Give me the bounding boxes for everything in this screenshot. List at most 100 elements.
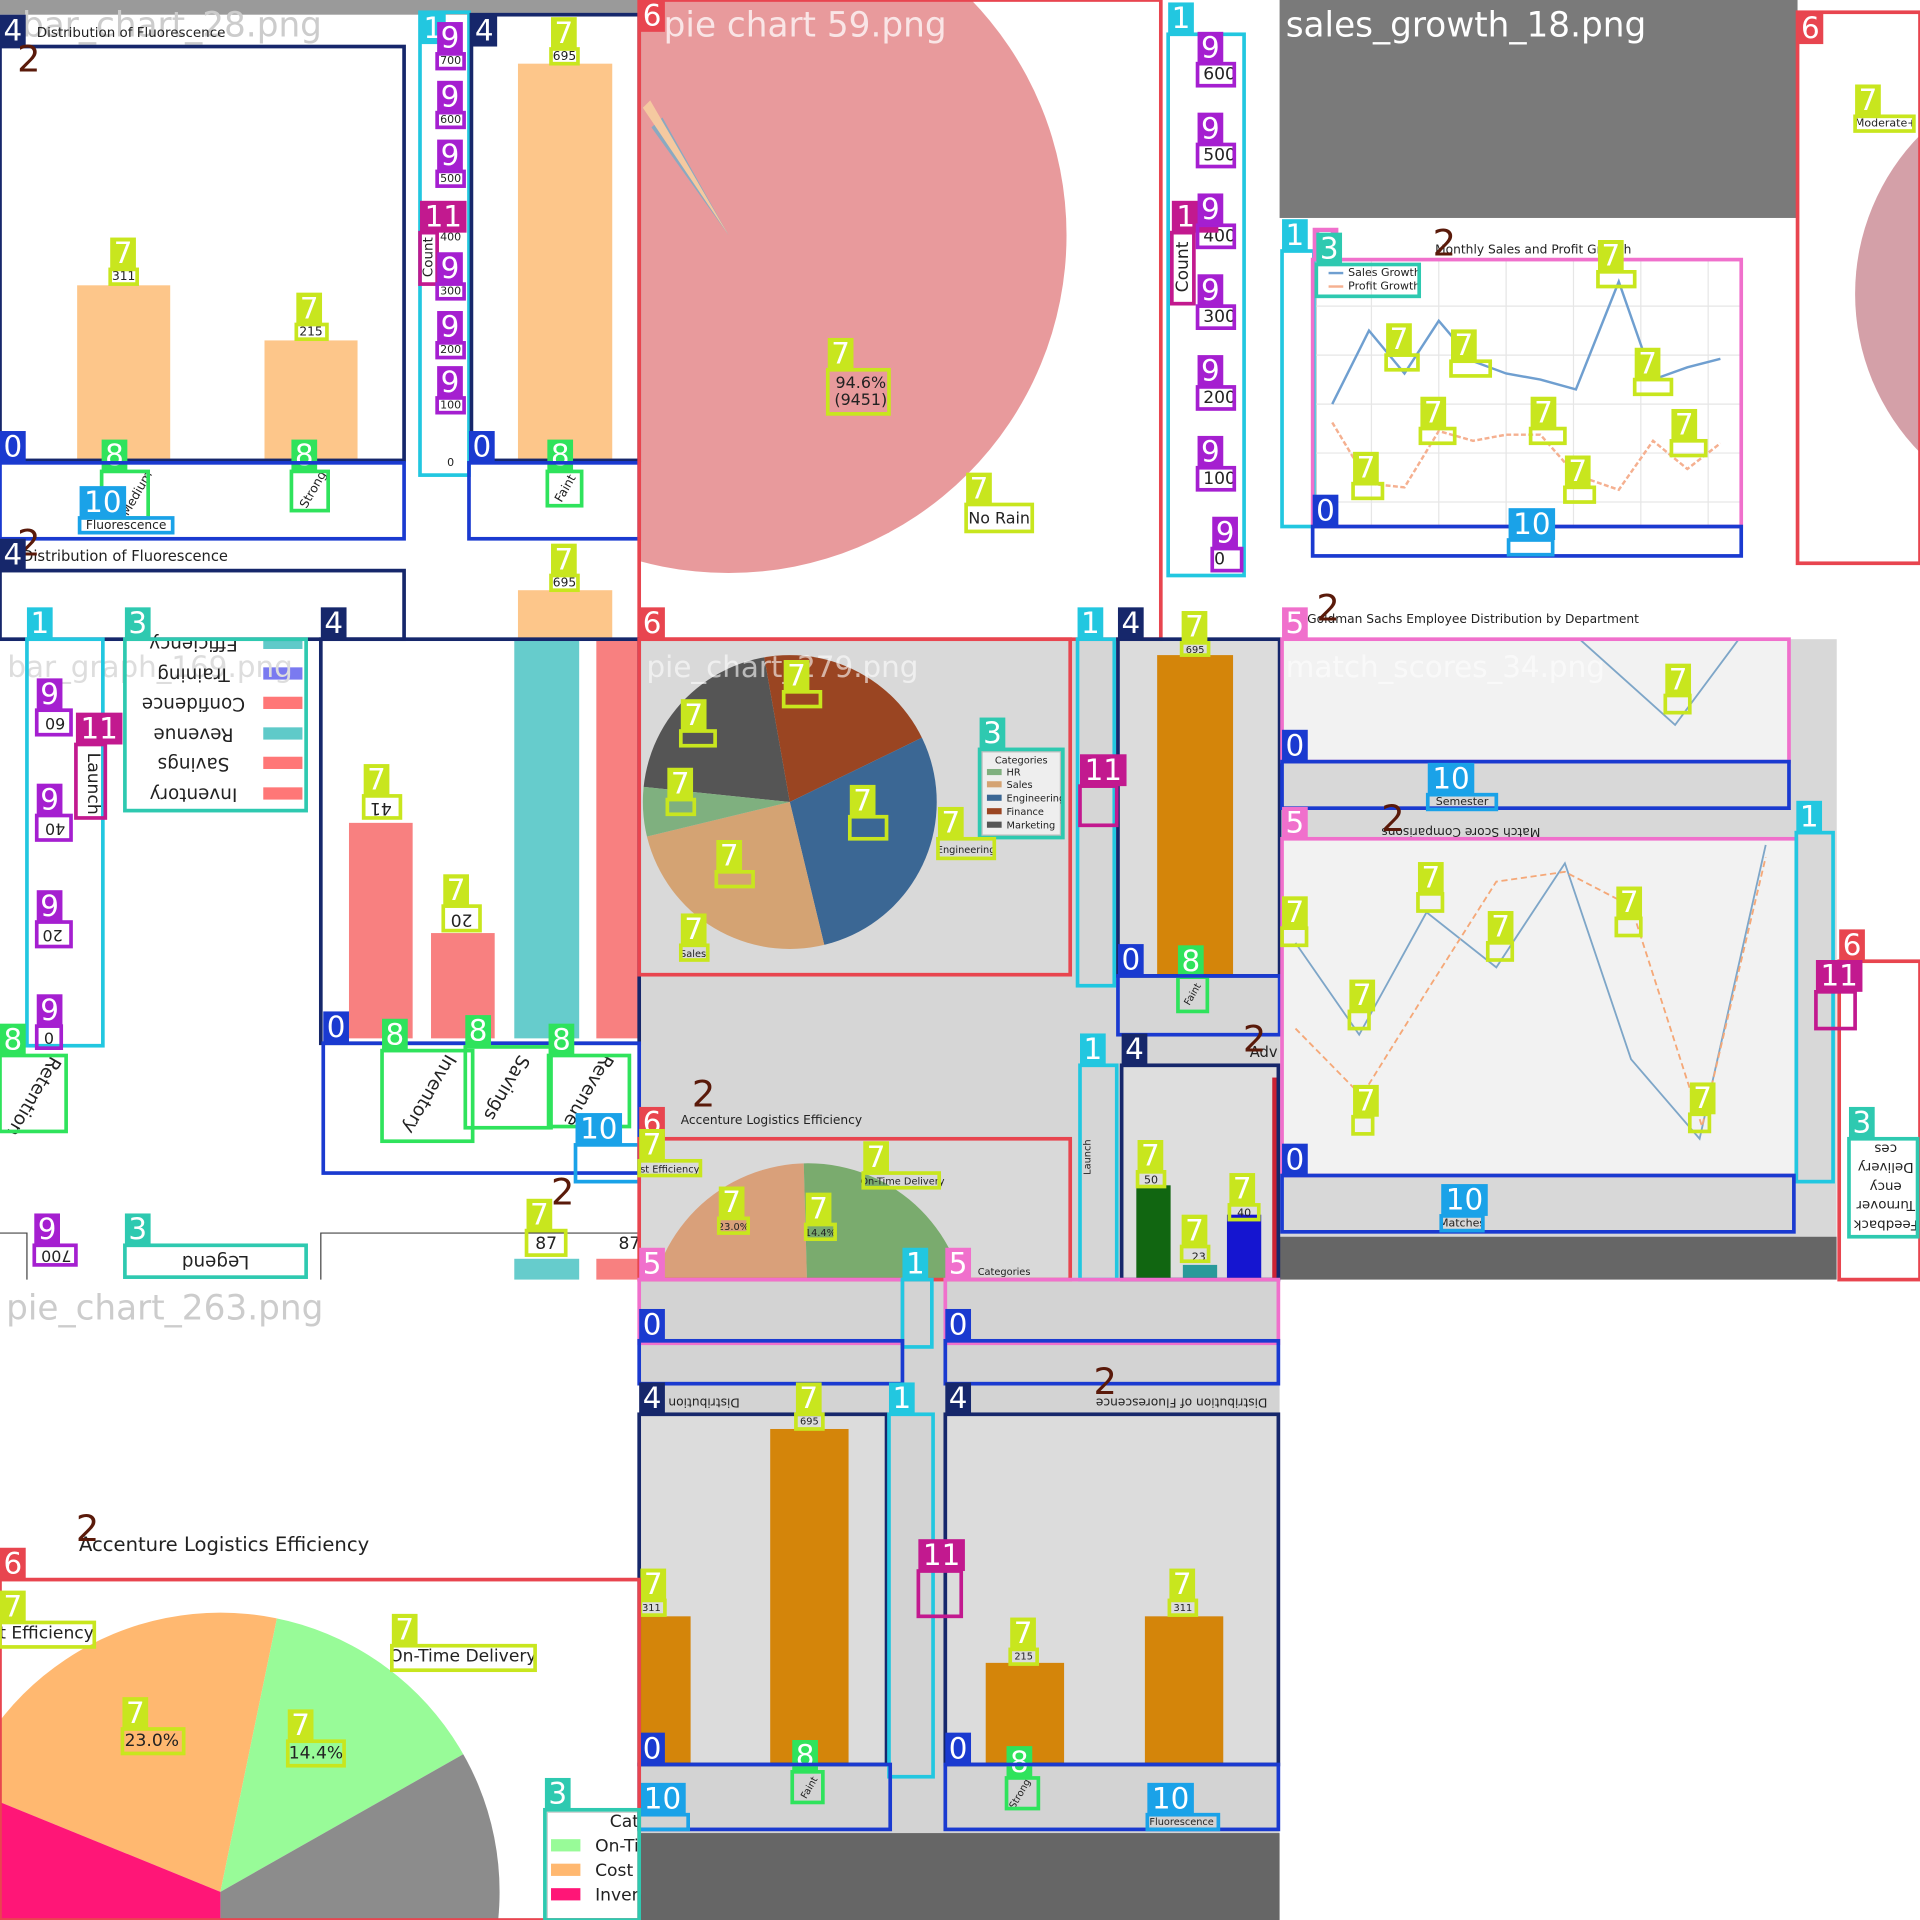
filename: pie_chart_263.png	[6, 1289, 323, 1329]
annotation-label: 10	[1152, 1781, 1189, 1815]
annotation-badge	[1312, 494, 1339, 527]
annotation-badge	[0, 14, 26, 47]
annotation-label: 7	[1693, 1081, 1712, 1115]
annotation-label: 7	[4, 1589, 23, 1623]
annotation-badge	[1121, 1033, 1148, 1066]
annotation-badge	[1815, 960, 1863, 992]
tile-footer	[639, 1833, 1280, 1920]
annotation-label: 9	[40, 889, 59, 923]
annotation-label: 9	[1201, 192, 1220, 226]
annotation-label: 0	[1316, 493, 1335, 527]
annotation-label: 4	[4, 13, 23, 47]
annotation-badge	[1451, 329, 1477, 362]
label: 215	[1014, 1652, 1033, 1663]
annotation-badge	[783, 660, 810, 692]
annotation-badge	[639, 1308, 665, 1341]
annotation-badge	[680, 913, 707, 946]
annotation-badge	[1181, 1214, 1208, 1247]
axis-label: Launch	[1082, 1139, 1093, 1174]
annotation-label: 7	[367, 763, 386, 797]
annotation-badge	[1353, 451, 1379, 484]
annotation-label: 9	[40, 993, 59, 1027]
annotation-label: 7	[1638, 346, 1657, 380]
annotation-label: 8	[1181, 944, 1200, 978]
label: st Efficiency	[640, 1164, 699, 1175]
legend-label: Inven	[595, 1886, 642, 1906]
annotation-label: 7	[1390, 322, 1409, 356]
legend-swatch	[551, 1888, 581, 1901]
annotation-label: 9	[441, 138, 460, 172]
label: 311	[112, 269, 135, 283]
annotation-label: 5	[1286, 806, 1305, 840]
bar	[514, 1258, 580, 1280]
annotation-label: 7	[970, 471, 989, 505]
legend	[981, 751, 1062, 836]
annotation-badge	[1077, 607, 1104, 640]
annotation-badge	[716, 840, 743, 872]
legend-label: Sales	[1007, 780, 1033, 791]
legend-label: Feedback	[1853, 1216, 1917, 1231]
annotation-label: 7	[1421, 861, 1440, 895]
annotation-label: 8	[386, 1017, 405, 1051]
annotation-label: 7	[1357, 450, 1376, 484]
annotation-label: 9	[1201, 30, 1220, 64]
filename: pie chart 59.png	[664, 5, 947, 45]
annotation-label: 4	[949, 1381, 968, 1415]
label: 87	[618, 1234, 640, 1254]
annotation-badge	[1282, 806, 1308, 839]
annotation-badge	[639, 1782, 686, 1815]
legend-label: Training	[157, 663, 230, 684]
annotation-box	[1351, 1114, 1375, 1136]
annotation-label: 1	[1286, 218, 1305, 252]
annotation-badge	[1197, 274, 1224, 307]
legend-label: Cost	[595, 1861, 633, 1881]
annotation-label: 7	[126, 1696, 145, 1730]
annotation-label: 9	[1201, 111, 1220, 145]
annotation-badge	[1797, 12, 1824, 45]
annotation-label: 10	[644, 1781, 681, 1815]
annotation-label: 9	[441, 310, 460, 344]
label: 50	[1144, 1173, 1158, 1186]
annotation-badge	[1229, 1173, 1256, 1205]
annotation-badge	[1487, 911, 1514, 943]
annotation-label: 0	[643, 1731, 662, 1765]
annotation-badge	[0, 1547, 26, 1580]
bar	[1182, 1264, 1218, 1280]
annotation-label: 7	[643, 1128, 662, 1162]
annotation-badge	[805, 1192, 832, 1225]
annotation-badge	[639, 1128, 665, 1161]
label: 23.0%	[718, 1222, 749, 1233]
annotation-label: 9	[441, 21, 460, 55]
annotation-label: 7	[1185, 610, 1204, 644]
annotation-badge	[795, 1382, 822, 1415]
bar	[770, 1428, 849, 1765]
annotation-badge	[1282, 607, 1308, 640]
label: Sales	[680, 949, 706, 960]
annotation-label: 7	[787, 659, 806, 693]
pie	[639, 0, 1161, 640]
annotation-label: 5	[949, 1246, 968, 1280]
annotation-label: 7	[853, 784, 872, 818]
annotation-badge	[1197, 112, 1224, 145]
annotation-badge	[437, 22, 463, 54]
annotation-label: 10	[1432, 762, 1469, 796]
annotation-label: 9	[441, 365, 460, 399]
annotation-box	[1837, 959, 1920, 1282]
bar	[596, 639, 640, 1039]
annotation-label: 9	[1201, 354, 1220, 388]
pie-slice	[639, 0, 1067, 573]
annotation-badge	[680, 699, 707, 732]
annotation-label: 7	[1568, 454, 1587, 488]
annotation-badge	[1197, 31, 1224, 64]
axis-label: Fluorescence	[1149, 1817, 1213, 1828]
annotation-label: 2	[692, 1072, 715, 1115]
axis-label: Launch	[83, 753, 103, 815]
annotation-label: 2	[1433, 221, 1456, 264]
annotation-badge	[863, 1141, 889, 1174]
annotation-badge	[639, 1382, 665, 1415]
annotation-badge	[849, 784, 876, 817]
legend-swatch	[986, 794, 1002, 801]
annotation-label: 9	[1201, 273, 1220, 307]
chart-title: Distribution of Fluorescence	[37, 26, 226, 41]
pie-slice	[734, 655, 937, 803]
